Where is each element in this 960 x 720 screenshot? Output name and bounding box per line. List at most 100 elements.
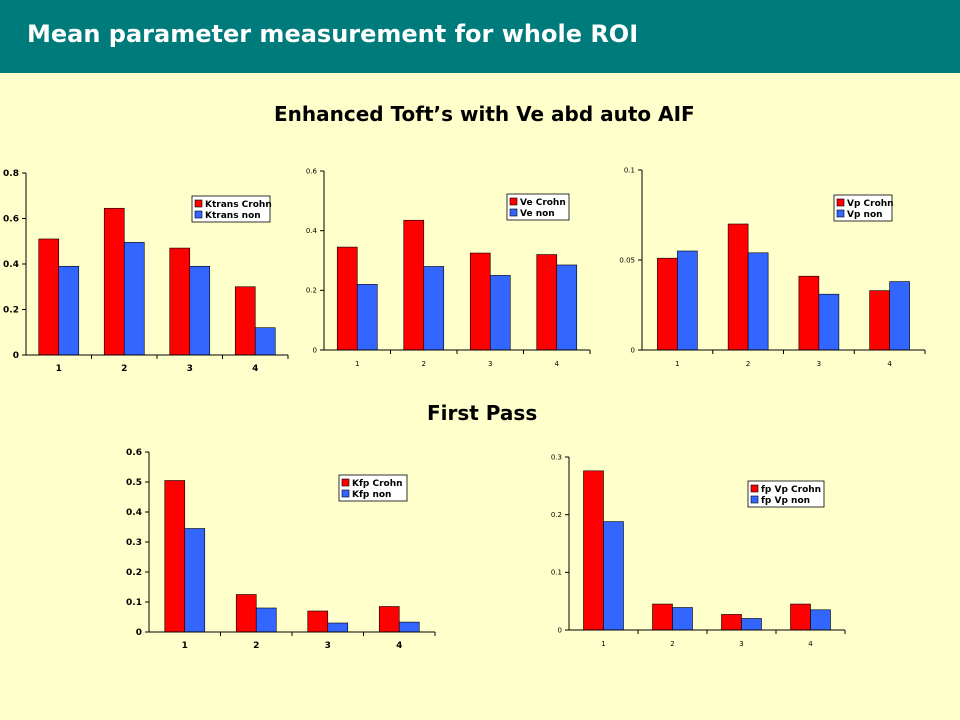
x-tick-label: 1 xyxy=(56,364,62,374)
y-tick-label: 0 xyxy=(558,626,562,634)
legend-swatch-1 xyxy=(194,199,203,208)
x-tick-label: 4 xyxy=(396,641,402,651)
x-tick-label: 3 xyxy=(187,364,193,374)
bar-kfp-non-1 xyxy=(184,528,206,633)
bar-fp-vp-non-4 xyxy=(810,609,831,631)
y-tick-label: 0.1 xyxy=(126,598,142,608)
bar-kfp-crohn-4 xyxy=(378,606,400,633)
bar-kfp-crohn-1 xyxy=(164,480,186,633)
bar-ve-non-1 xyxy=(356,284,378,351)
bar-fp-vp-crohn-4 xyxy=(790,603,811,631)
bar-vp-non-3 xyxy=(818,293,840,351)
x-tick-label: 4 xyxy=(555,360,560,368)
bar-fp-vp-non-3 xyxy=(741,618,762,631)
x-tick-label: 3 xyxy=(739,640,743,648)
legend-swatch-2 xyxy=(341,489,350,498)
legend-swatch-1 xyxy=(836,198,845,207)
bar-fp-vp-non-2 xyxy=(672,607,693,631)
legend-box xyxy=(506,193,570,221)
x-tick-label: 2 xyxy=(670,640,674,648)
first-pass-section-title: First Pass xyxy=(427,401,538,425)
x-tick-label: 1 xyxy=(182,641,188,651)
legend-label-2: fp Vp non xyxy=(761,496,810,506)
bar-kfp-non-2 xyxy=(255,607,277,633)
x-tick-label: 4 xyxy=(887,360,892,368)
bar-vp-crohn-3 xyxy=(798,275,820,351)
bar-kfp-non-3 xyxy=(327,622,349,633)
bar-ktrans-crohn-1 xyxy=(38,238,60,356)
y-tick-label: 0 xyxy=(13,351,19,361)
y-tick-label: 0.05 xyxy=(619,256,635,264)
bar-ve-non-3 xyxy=(489,275,511,351)
legend-swatch-2 xyxy=(509,208,518,217)
bar-kfp-crohn-2 xyxy=(235,594,257,633)
legend-swatch-2 xyxy=(750,495,759,504)
x-tick-label: 1 xyxy=(675,360,679,368)
bar-kfp-non-4 xyxy=(398,621,420,633)
legend-label-2: Ktrans non xyxy=(205,211,261,221)
y-tick-label: 0.6 xyxy=(306,167,318,175)
bar-ktrans-crohn-2 xyxy=(103,207,125,356)
x-tick-label: 1 xyxy=(355,360,359,368)
x-tick-label: 1 xyxy=(601,640,605,648)
y-tick-label: 0 xyxy=(313,346,317,354)
legend-box xyxy=(191,195,271,223)
y-tick-label: 0.4 xyxy=(306,227,318,235)
bar-fp-vp-non-1 xyxy=(603,521,624,631)
legend-swatch-1 xyxy=(341,478,350,487)
x-tick-label: 2 xyxy=(253,641,259,651)
page-title: Mean parameter measurement for whole ROI xyxy=(27,20,639,48)
legend-label-1: Kfp Crohn xyxy=(352,479,403,489)
y-tick-label: 0 xyxy=(631,346,635,354)
x-tick-label: 4 xyxy=(808,640,813,648)
header-bar: Mean parameter measurement for whole ROI xyxy=(0,0,960,73)
bar-ktrans-non-4 xyxy=(254,327,276,356)
y-tick-label: 0.5 xyxy=(126,478,142,488)
bar-ktrans-non-1 xyxy=(58,265,80,356)
y-tick-label: 0 xyxy=(136,628,142,638)
bar-fp-vp-crohn-3 xyxy=(721,614,742,631)
y-tick-label: 0.2 xyxy=(126,568,142,578)
legend-swatch-2 xyxy=(194,210,203,219)
y-tick-label: 0.4 xyxy=(3,260,19,270)
x-tick-label: 2 xyxy=(422,360,426,368)
legend-swatch-1 xyxy=(750,484,759,493)
y-tick-label: 0.2 xyxy=(306,287,317,295)
bar-fp-vp-crohn-2 xyxy=(652,603,673,631)
enhanced-tofts-section-title: Enhanced Toft’s with Ve abd auto AIF xyxy=(274,102,695,126)
bar-ktrans-non-2 xyxy=(123,242,145,356)
bar-ve-non-2 xyxy=(423,266,445,351)
bar-fp-vp-crohn-1 xyxy=(583,470,604,631)
bar-ve-crohn-3 xyxy=(469,252,491,351)
legend-label-1: fp Vp Crohn xyxy=(761,485,821,495)
x-tick-label: 2 xyxy=(121,364,127,374)
legend-label-2: Kfp non xyxy=(352,490,391,500)
x-tick-label: 3 xyxy=(488,360,492,368)
y-tick-label: 0.8 xyxy=(3,169,19,179)
bar-ktrans-non-3 xyxy=(189,265,211,356)
legend-swatch-1 xyxy=(509,197,518,206)
legend-label-1: Ktrans Crohn xyxy=(205,200,272,210)
bar-ktrans-crohn-4 xyxy=(234,286,256,356)
bar-vp-crohn-4 xyxy=(869,290,890,351)
legend-swatch-2 xyxy=(836,209,845,218)
bar-vp-non-2 xyxy=(747,252,769,351)
legend-box xyxy=(747,480,825,508)
y-tick-label: 0.3 xyxy=(551,453,562,461)
bar-ve-crohn-1 xyxy=(336,246,358,351)
bar-ve-non-4 xyxy=(556,264,578,351)
legend-label-2: Vp non xyxy=(847,210,883,220)
bar-ve-crohn-2 xyxy=(403,219,425,351)
bar-ktrans-crohn-3 xyxy=(169,247,191,356)
legend-label-1: Vp Crohn xyxy=(847,199,894,209)
bar-ve-crohn-4 xyxy=(536,254,558,351)
y-tick-label: 0.6 xyxy=(126,448,142,458)
y-tick-label: 0.3 xyxy=(126,538,142,548)
y-tick-label: 0.2 xyxy=(3,306,19,316)
y-tick-label: 0.6 xyxy=(3,215,19,225)
x-tick-label: 4 xyxy=(252,364,258,374)
